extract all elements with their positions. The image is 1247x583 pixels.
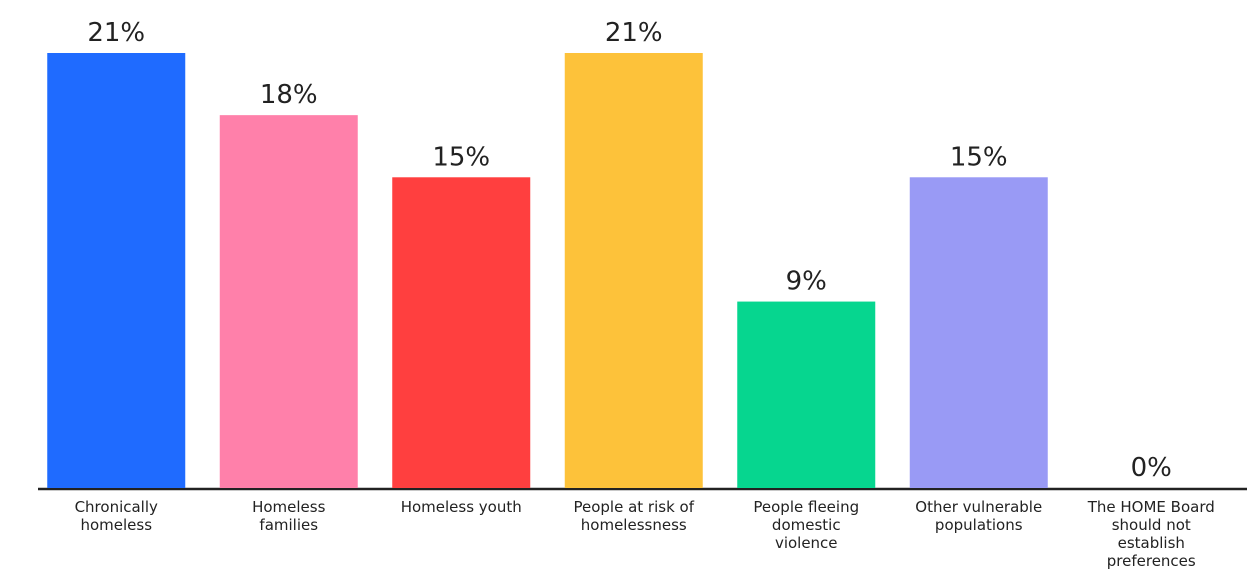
- bar: [564, 53, 703, 488]
- value-label: 15%: [432, 142, 490, 172]
- bar: [47, 53, 186, 488]
- x-tick-label: Homeless families: [252, 498, 326, 534]
- bar: [909, 177, 1048, 489]
- value-label: 21%: [87, 18, 145, 48]
- x-tick-label: The HOME Board should not establish pref…: [1087, 498, 1215, 570]
- x-tick-label: People fleeing domestic violence: [753, 498, 860, 552]
- bar: [737, 301, 876, 488]
- x-tick-label: People at risk of homelessness: [573, 498, 694, 534]
- value-label: 18%: [260, 80, 318, 110]
- value-label: 15%: [950, 142, 1008, 172]
- x-tick-label: Chronically homeless: [74, 498, 158, 534]
- x-tick-label: Other vulnerable populations: [915, 498, 1043, 534]
- bar: [219, 115, 358, 489]
- x-tick-label: Homeless youth: [400, 498, 522, 516]
- value-label: 0%: [1131, 453, 1172, 483]
- value-label: 9%: [786, 267, 827, 297]
- bar: [392, 177, 531, 489]
- value-label: 21%: [605, 18, 663, 48]
